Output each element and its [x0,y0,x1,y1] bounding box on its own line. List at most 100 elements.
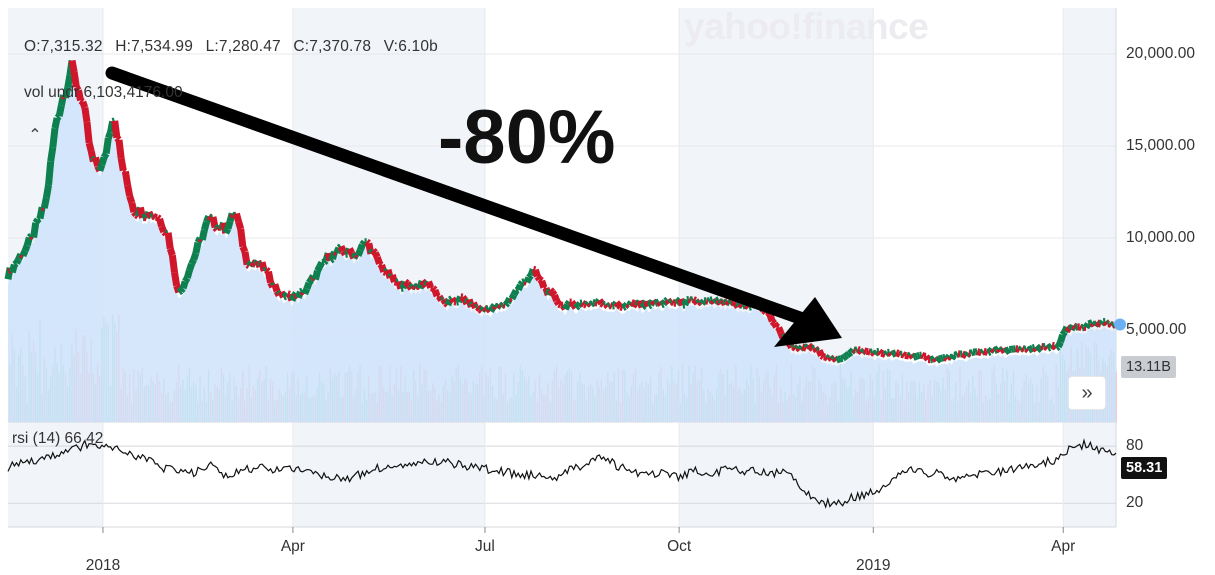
ohlc-volume: V:6.10b [383,38,438,55]
price-candle [646,301,653,310]
price-candle [23,236,33,247]
price-candle [372,251,381,259]
price-candle [573,303,581,311]
price-candle [1098,319,1106,327]
price-candle [1097,320,1103,328]
price-candle [102,137,112,155]
price-candle [121,170,132,186]
price-candle [890,350,896,358]
price-candle [900,351,907,359]
price-candle [171,271,181,287]
price-candle [282,293,287,301]
year-tick-label: 2018 [85,557,121,574]
price-candle [882,350,891,358]
price-candle [695,299,702,307]
rsi-badge: 58.31 [1121,457,1168,479]
price-candle [13,257,22,265]
price-candle [496,301,504,309]
price-candle [730,298,735,306]
price-candle [737,301,746,309]
price-candle [916,351,921,360]
price-candle [575,301,583,309]
price-candle [192,241,202,254]
price-candle [126,195,136,204]
chevron-up-icon[interactable]: ⌃ [28,127,42,144]
price-candle [346,247,355,255]
price-candle [510,288,520,297]
price-candle [470,301,479,310]
price-candle [101,151,110,160]
price-candle [425,280,434,289]
price-candle [1020,345,1026,353]
price-candle [534,274,543,282]
price-candle [867,348,872,356]
price-candle [639,302,647,310]
price-candle [1024,345,1031,354]
price-candle [245,261,251,269]
price-candle [404,281,412,289]
price-candle [538,279,548,289]
price-candle [321,257,329,266]
month-band [873,8,1064,527]
price-candle [79,100,89,109]
price-candle [179,280,189,290]
price-candle [808,344,815,352]
price-candle [920,351,926,360]
price-candle [388,274,398,284]
price-candle [314,264,323,273]
price-candle [1051,343,1059,351]
price-candle [515,283,524,292]
price-candle [508,293,518,301]
price-candle [474,303,479,312]
price-candle [149,212,155,221]
price-candle [859,348,867,356]
price-candle [370,248,378,256]
price-candle [775,323,780,331]
price-candle [504,296,513,305]
price-candle [1047,342,1055,350]
month-tick-label: Jul [475,538,495,555]
price-candle [842,352,850,360]
price-candle [829,355,837,363]
price-candle [819,352,826,360]
price-candle [599,300,606,308]
price-candle [531,268,541,278]
price-candle [42,184,53,199]
price-candle [834,356,840,364]
price-candle [823,354,830,362]
price-candle [32,217,41,225]
price-candle [78,97,85,105]
price-candle [655,298,661,306]
price-candle [969,349,975,357]
ohlc-low: L:7,280.47 [205,38,281,55]
price-candle [241,251,251,266]
price-candle [553,298,562,307]
price-candle [155,214,162,222]
rsi-line [7,438,1117,509]
ohlc-readout: O:7,315.32 H:7,534.99 L:7,280.47 C:7,370… [24,38,446,56]
rsi-indicator-value: 66.42 [64,430,104,447]
price-candle [55,104,65,117]
month-tick-label: Oct [667,538,692,555]
price-candle [303,281,313,290]
price-candle [430,285,438,293]
price-candle [856,346,861,354]
price-candle [963,350,972,358]
price-candle [557,301,563,309]
price-candle [549,290,558,298]
price-candle [769,318,777,326]
rsi-indicator-legend: rsi (14) 66.42 [12,430,103,448]
price-candle [81,107,91,123]
price-candle [625,301,631,309]
price-candle [1023,345,1028,353]
price-candle [198,229,208,241]
rsi-tick-label: 20 [1126,494,1144,512]
price-candle [588,300,596,308]
price-candle [295,290,304,299]
price-candle [30,222,40,238]
double-chevron-right-icon[interactable]: » [1068,376,1106,410]
price-candle [727,299,735,307]
price-candle [448,295,454,303]
price-candle [85,142,95,153]
price-candle [908,352,917,360]
